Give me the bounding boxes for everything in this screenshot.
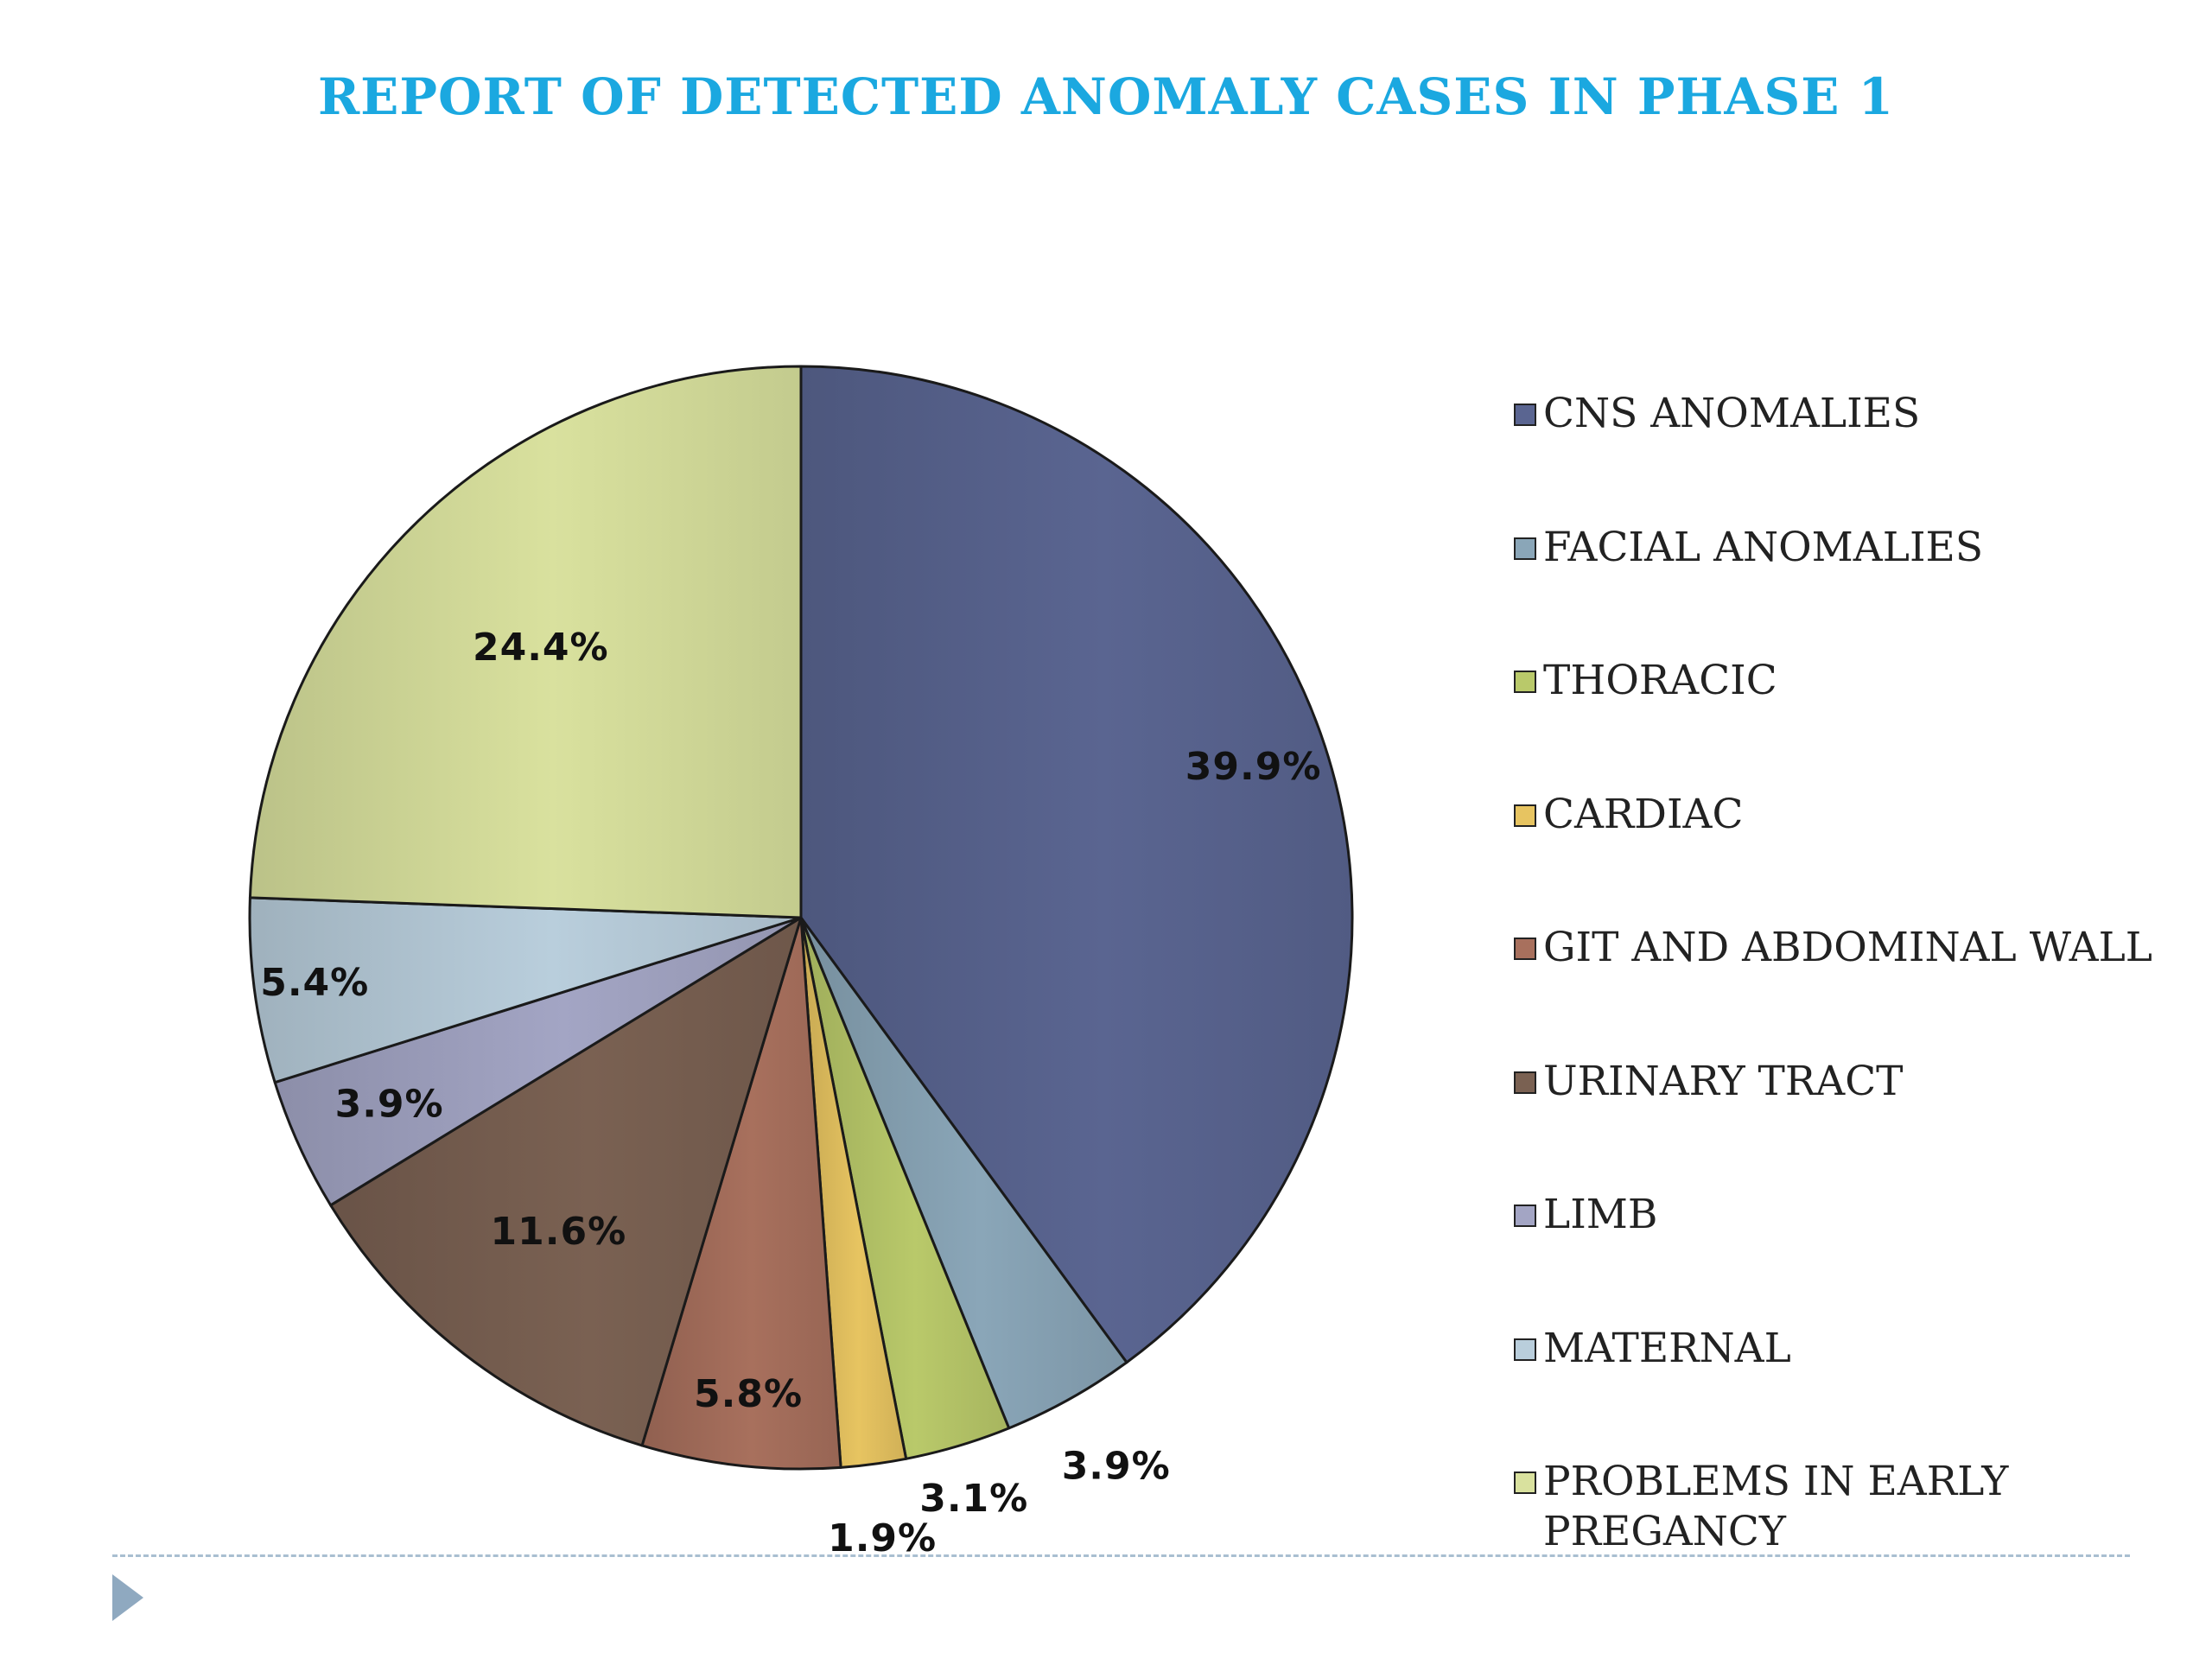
pie-slice-label-3: 1.9% bbox=[828, 1516, 937, 1560]
legend-swatch-3 bbox=[1514, 804, 1536, 827]
pie-slice-label-0: 39.9% bbox=[1185, 745, 1322, 789]
legend-label-6: LIMB bbox=[1543, 1191, 1658, 1238]
legend-label-1: FACIAL ANOMALIES bbox=[1543, 523, 1984, 571]
play-triangle-icon[interactable] bbox=[112, 1574, 143, 1621]
legend-item-7: MATERNAL bbox=[1514, 1324, 2196, 1458]
legend-label-4: GIT AND ABDOMINAL WALL bbox=[1543, 924, 2153, 971]
pie-slice-5 bbox=[329, 916, 803, 1447]
pie-slice-4 bbox=[640, 916, 842, 1471]
legend-swatch-8 bbox=[1514, 1471, 1536, 1494]
pie-slice-0 bbox=[799, 365, 1354, 1364]
legend-label-2: THORACIC bbox=[1543, 657, 1777, 704]
legend-swatch-5 bbox=[1514, 1071, 1536, 1094]
legend-swatch-7 bbox=[1514, 1338, 1536, 1361]
pie-slice-8 bbox=[248, 365, 803, 919]
legend-item-2: THORACIC bbox=[1514, 656, 2196, 790]
legend-item-4: GIT AND ABDOMINAL WALL bbox=[1514, 923, 2196, 1057]
pie-slice-label-5: 11.6% bbox=[491, 1210, 627, 1254]
legend-label-5: URINARY TRACT bbox=[1543, 1057, 1904, 1105]
legend-item-5: URINARY TRACT bbox=[1514, 1057, 2196, 1191]
legend-swatch-2 bbox=[1514, 671, 1536, 693]
legend-label-8: PROBLEMS IN EARLY PREGANCY bbox=[1543, 1458, 2009, 1555]
footer-divider bbox=[112, 1554, 2130, 1557]
pie-slice-label-2: 3.1% bbox=[919, 1477, 1028, 1521]
legend-label-3: CARDIAC bbox=[1543, 790, 1744, 838]
legend-swatch-0 bbox=[1514, 404, 1536, 426]
pie-slice-label-1: 3.9% bbox=[1062, 1444, 1171, 1488]
legend-item-1: FACIAL ANOMALIES bbox=[1514, 523, 2196, 657]
chart-title: REPORT OF DETECTED ANOMALY CASES IN PHAS… bbox=[317, 67, 1894, 126]
legend: CNS ANOMALIES FACIAL ANOMALIES THORACIC CAR… bbox=[1514, 389, 2196, 1591]
pie-slice-7 bbox=[248, 896, 803, 1084]
legend-swatch-6 bbox=[1514, 1205, 1536, 1227]
legend-item-6: LIMB bbox=[1514, 1190, 2196, 1324]
legend-item-0: CNS ANOMALIES bbox=[1514, 389, 2196, 523]
legend-item-8: PROBLEMS IN EARLY PREGANCY bbox=[1514, 1457, 2196, 1591]
legend-label-7: MATERNAL bbox=[1543, 1324, 1791, 1372]
legend-swatch-4 bbox=[1514, 938, 1536, 960]
pie-slice-label-7: 5.4% bbox=[260, 961, 369, 1005]
legend-swatch-1 bbox=[1514, 537, 1536, 560]
legend-item-3: CARDIAC bbox=[1514, 790, 2196, 924]
pie-slice-label-6: 3.9% bbox=[335, 1083, 444, 1127]
legend-label-0: CNS ANOMALIES bbox=[1543, 390, 1921, 437]
pie-slice-label-8: 24.4% bbox=[473, 626, 609, 670]
pie-slice-label-4: 5.8% bbox=[694, 1372, 803, 1416]
